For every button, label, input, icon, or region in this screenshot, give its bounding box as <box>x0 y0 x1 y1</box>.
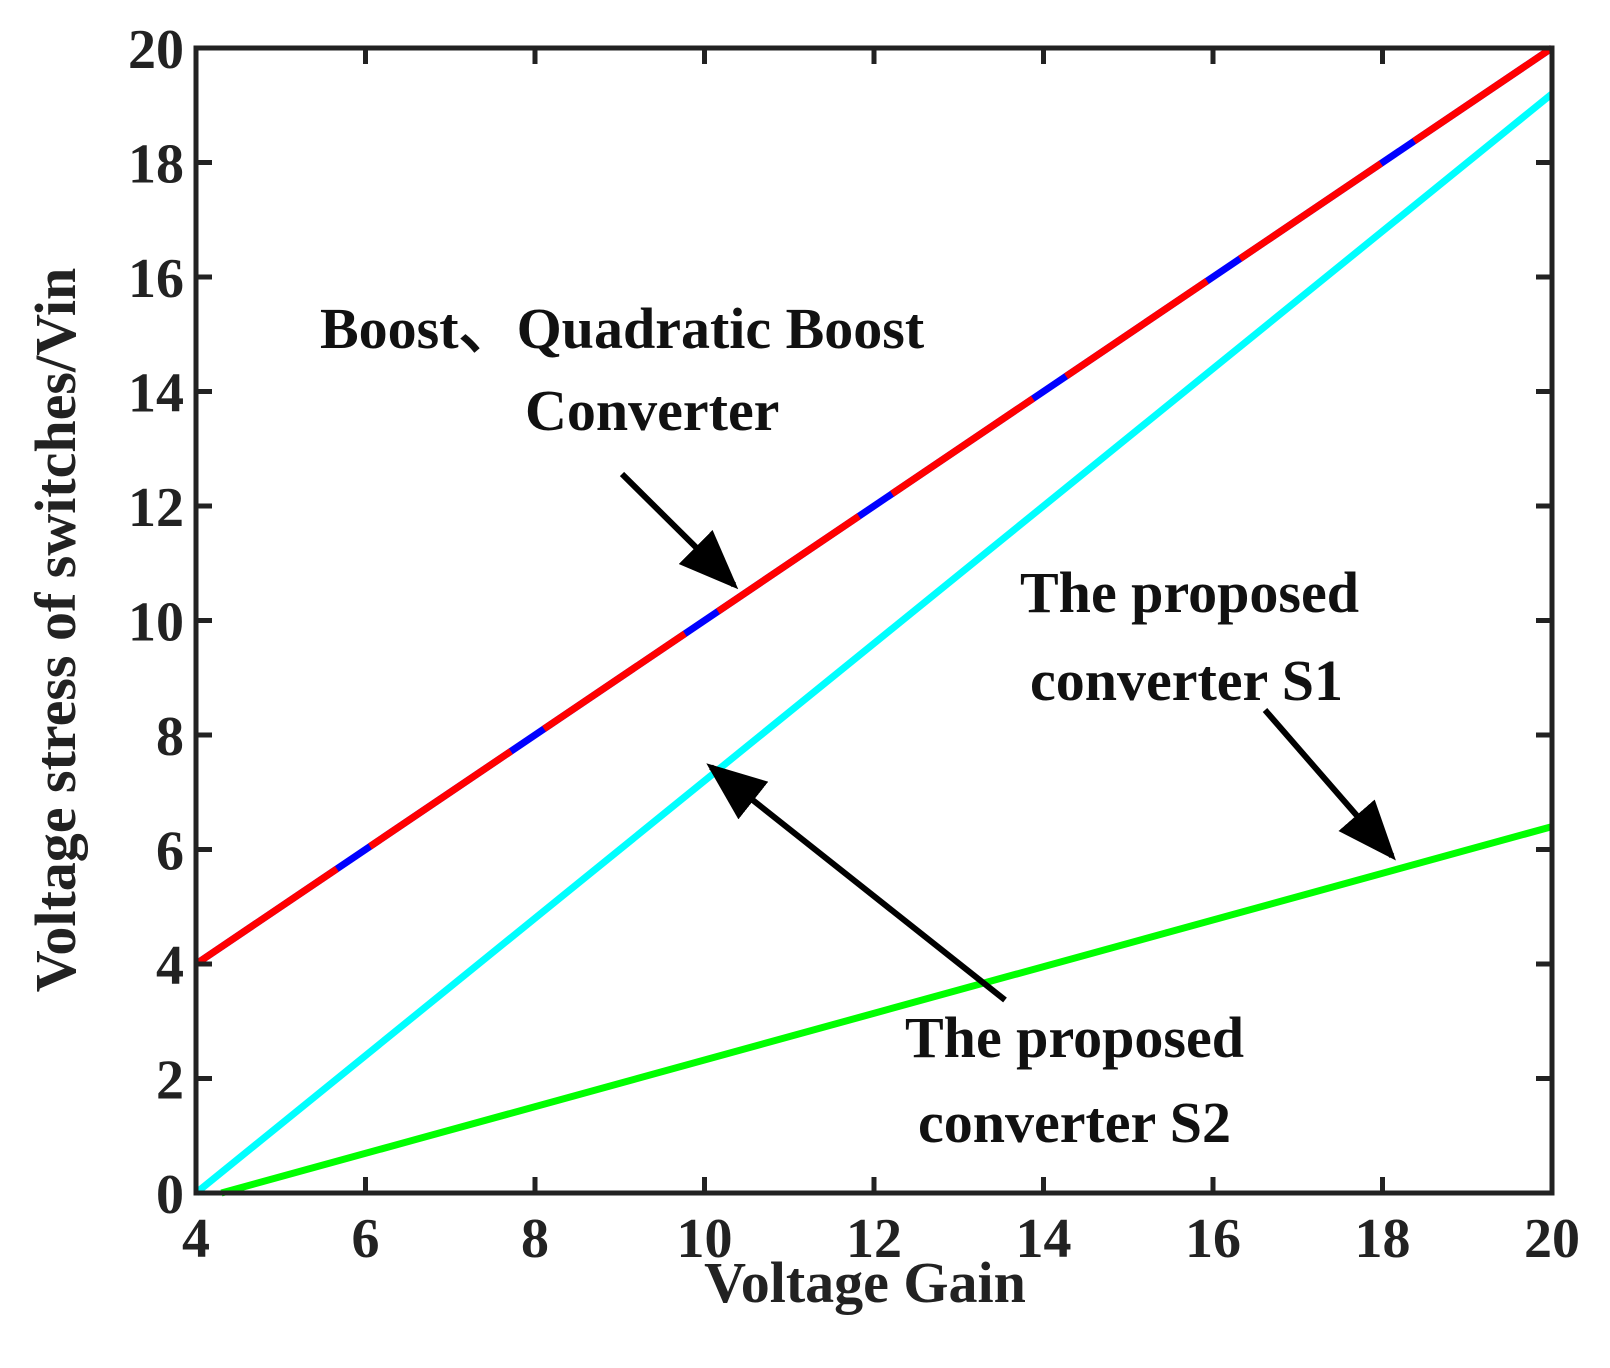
y-tick-label-5: 10 <box>128 592 184 654</box>
x-tick-label-5: 14 <box>1016 1208 1072 1270</box>
annotation-s1: The proposed converter S1 <box>1020 560 1396 861</box>
annotation-boost: Boost、Quadratic Boost Converter <box>320 296 925 590</box>
annotation-s2: The proposed converter S2 <box>706 763 1244 1155</box>
series-line-the-proposed-converter-s1 <box>193 91 1555 1196</box>
x-tick-label-7: 18 <box>1355 1208 1411 1270</box>
y-tick-label-3: 6 <box>156 821 184 883</box>
x-tick-label-3: 10 <box>677 1208 733 1270</box>
x-tick-label-1: 6 <box>352 1208 380 1270</box>
annotation-s1-line-2: converter S1 <box>1030 648 1343 713</box>
y-tick-label-0: 0 <box>156 1164 184 1226</box>
y-tick-label-1: 2 <box>156 1050 184 1112</box>
x-tick-label-2: 8 <box>521 1208 549 1270</box>
x-axis-title: Voltage Gain <box>704 1250 1026 1315</box>
y-tick-label-9: 18 <box>128 134 184 196</box>
annotation-boost-line-2: Converter <box>525 378 779 443</box>
annotation-s2-line-1: The proposed <box>905 1005 1244 1070</box>
annotation-s1-arrow <box>1262 708 1396 861</box>
y-tick-label-8: 16 <box>128 248 184 310</box>
x-tick-label-6: 16 <box>1185 1208 1241 1270</box>
series-line-quadratic-boost-converter <box>194 45 1554 967</box>
annotation-boost-arrow <box>619 471 739 590</box>
x-tick-label-8: 20 <box>1524 1208 1580 1270</box>
y-axis-title: Voltage stress of switches/Vin <box>23 268 88 992</box>
series-layer <box>193 45 1555 1197</box>
y-tick-label-4: 8 <box>156 706 184 768</box>
y-tick-label-10: 20 <box>128 19 184 81</box>
y-tick-label-2: 4 <box>156 935 184 997</box>
annotation-s2-arrow <box>706 763 1007 1003</box>
y-tick-label-7: 14 <box>128 363 184 425</box>
annotation-s1-line-1: The proposed <box>1020 560 1359 625</box>
annotation-s2-line-2: converter S2 <box>918 1090 1231 1155</box>
x-tick-label-4: 12 <box>846 1208 902 1270</box>
y-tick-label-6: 12 <box>128 477 184 539</box>
series-line-the-proposed-converter-s2 <box>220 823 1553 1197</box>
ticks-layer: 4 6 8 10 12 14 16 18 20 0 2 4 6 8 10 12 14 16 18 20 <box>128 19 1580 1270</box>
x-tick-label-0: 4 <box>182 1208 210 1270</box>
annotation-boost-line-1: Boost、Quadratic Boost <box>320 296 925 361</box>
